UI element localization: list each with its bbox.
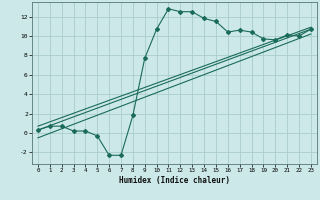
X-axis label: Humidex (Indice chaleur): Humidex (Indice chaleur) [119, 176, 230, 185]
